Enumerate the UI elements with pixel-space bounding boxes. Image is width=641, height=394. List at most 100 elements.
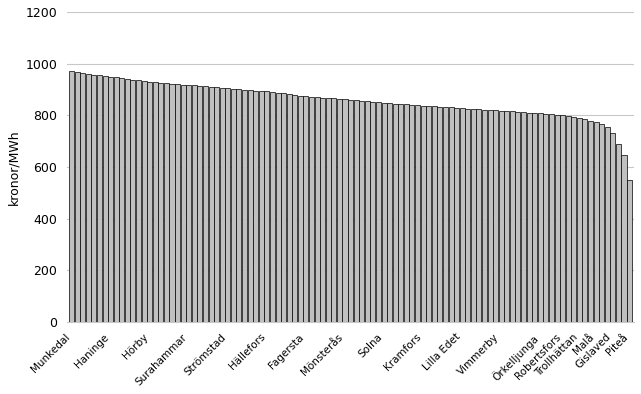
Bar <box>231 89 236 322</box>
Bar <box>616 144 621 322</box>
Bar <box>532 113 537 322</box>
Bar <box>404 104 409 322</box>
Bar <box>326 98 331 322</box>
Bar <box>354 100 359 322</box>
Bar <box>359 100 364 322</box>
Bar <box>604 127 610 322</box>
Bar <box>158 83 163 322</box>
Bar <box>303 97 308 322</box>
Bar <box>74 72 79 322</box>
Bar <box>521 112 526 322</box>
Bar <box>627 180 632 322</box>
Bar <box>504 111 510 322</box>
Bar <box>376 102 381 322</box>
Bar <box>527 113 531 322</box>
Bar <box>449 108 454 322</box>
Bar <box>571 117 576 322</box>
Bar <box>320 98 325 322</box>
Bar <box>270 92 275 322</box>
Bar <box>510 112 515 322</box>
Bar <box>410 105 415 322</box>
Bar <box>560 115 565 322</box>
Bar <box>153 82 158 322</box>
Bar <box>420 106 426 322</box>
Bar <box>136 80 141 322</box>
Bar <box>103 76 108 322</box>
Bar <box>398 104 403 322</box>
Bar <box>348 100 353 322</box>
Bar <box>538 113 543 322</box>
Bar <box>247 90 253 322</box>
Bar <box>443 107 448 322</box>
Bar <box>622 155 626 322</box>
Bar <box>281 93 286 322</box>
Bar <box>588 121 593 322</box>
Bar <box>119 78 124 322</box>
Bar <box>599 125 604 322</box>
Bar <box>175 84 180 322</box>
Bar <box>515 112 520 322</box>
Bar <box>309 97 314 322</box>
Bar <box>315 97 320 322</box>
Bar <box>287 94 292 322</box>
Bar <box>583 119 587 322</box>
Bar <box>387 103 392 322</box>
Bar <box>192 85 197 322</box>
Bar <box>113 78 119 322</box>
Bar <box>554 115 560 322</box>
Bar <box>544 114 549 322</box>
Bar <box>208 87 213 322</box>
Bar <box>393 104 397 322</box>
Bar <box>454 108 459 322</box>
Bar <box>220 88 225 322</box>
Bar <box>181 84 186 322</box>
Bar <box>214 87 219 322</box>
Bar <box>142 81 147 322</box>
Bar <box>381 103 387 322</box>
Bar <box>86 74 91 322</box>
Bar <box>97 75 102 322</box>
Bar <box>187 85 191 322</box>
Bar <box>488 110 492 322</box>
Bar <box>471 109 476 322</box>
Bar <box>342 99 347 322</box>
Bar <box>499 111 504 322</box>
Bar <box>276 93 281 322</box>
Bar <box>164 83 169 322</box>
Bar <box>476 109 481 322</box>
Bar <box>92 74 96 322</box>
Bar <box>337 99 342 322</box>
Bar <box>460 108 465 322</box>
Bar <box>147 82 152 322</box>
Bar <box>108 76 113 322</box>
Bar <box>415 105 420 322</box>
Bar <box>69 71 74 322</box>
Bar <box>242 90 247 322</box>
Bar <box>432 106 437 322</box>
Bar <box>610 134 615 322</box>
Y-axis label: kronor/MWh: kronor/MWh <box>7 129 20 205</box>
Bar <box>298 96 303 322</box>
Bar <box>169 84 174 322</box>
Bar <box>80 73 85 322</box>
Bar <box>259 91 264 322</box>
Bar <box>225 88 230 322</box>
Bar <box>125 79 130 322</box>
Bar <box>365 101 370 322</box>
Bar <box>237 89 242 322</box>
Bar <box>426 106 431 322</box>
Bar <box>130 80 135 322</box>
Bar <box>331 98 337 322</box>
Bar <box>594 122 599 322</box>
Bar <box>482 110 487 322</box>
Bar <box>493 110 498 322</box>
Bar <box>197 86 203 322</box>
Bar <box>577 118 582 322</box>
Bar <box>370 102 376 322</box>
Bar <box>549 114 554 322</box>
Bar <box>465 108 470 322</box>
Bar <box>566 116 570 322</box>
Bar <box>292 95 297 322</box>
Bar <box>437 107 442 322</box>
Bar <box>203 86 208 322</box>
